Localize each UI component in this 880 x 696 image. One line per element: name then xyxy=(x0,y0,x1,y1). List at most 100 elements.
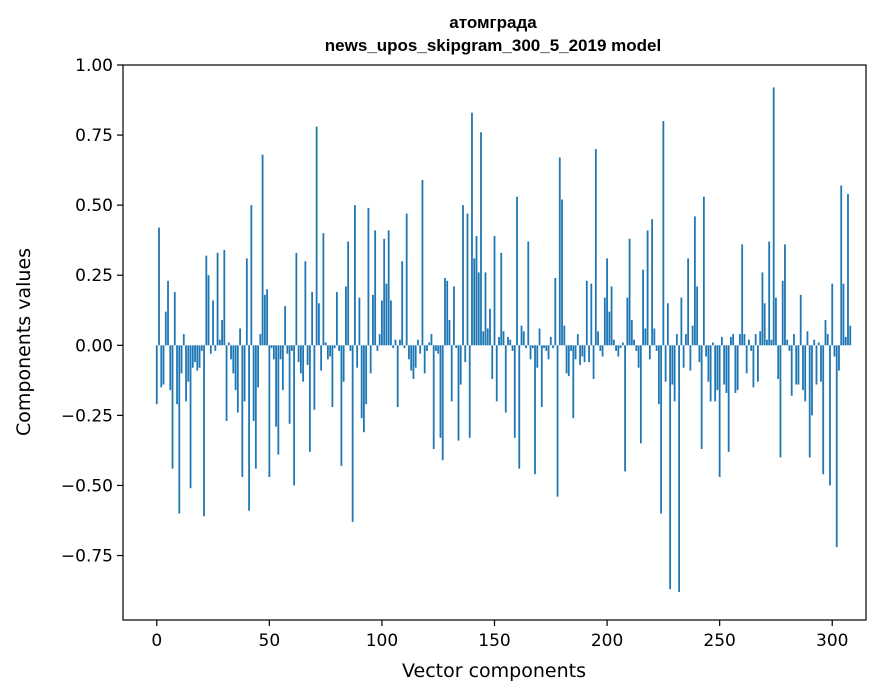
bar-47 xyxy=(261,154,264,346)
bar-172 xyxy=(543,345,545,349)
bar-162 xyxy=(520,325,523,346)
bar-18 xyxy=(196,345,199,371)
y-tick-label: 0.00 xyxy=(75,336,113,356)
bar-242 xyxy=(700,345,703,450)
bar-103 xyxy=(387,230,390,346)
bar-6 xyxy=(169,345,172,391)
bar-167 xyxy=(531,345,534,349)
bar-14 xyxy=(187,345,190,382)
bar-206 xyxy=(619,345,622,349)
bar-271 xyxy=(766,339,768,346)
y-tick-label: 0.25 xyxy=(75,266,113,286)
bar-112 xyxy=(408,345,410,360)
bar-86 xyxy=(349,345,352,351)
bar-74 xyxy=(322,233,325,346)
y-axis-label: Components values xyxy=(13,248,35,436)
bar-287 xyxy=(802,345,804,391)
bar-139 xyxy=(468,345,471,438)
bar-215 xyxy=(639,345,642,444)
bar-293 xyxy=(815,345,818,385)
bar-79 xyxy=(333,345,336,349)
bar-246 xyxy=(709,345,712,402)
bar-180 xyxy=(561,199,563,346)
bar-225 xyxy=(662,121,665,346)
bar-57 xyxy=(284,306,287,346)
bar-258 xyxy=(736,345,739,391)
bar-292 xyxy=(813,339,816,346)
bar-259 xyxy=(739,334,741,346)
bar-68 xyxy=(308,345,311,452)
bar-188 xyxy=(579,345,581,365)
bar-240 xyxy=(696,286,699,346)
bar-142 xyxy=(475,235,478,346)
bar-243 xyxy=(702,196,705,346)
bar-277 xyxy=(779,345,782,458)
bar-166 xyxy=(529,345,532,360)
bar-2 xyxy=(160,345,163,388)
bar-92 xyxy=(363,345,365,433)
bar-50 xyxy=(268,345,271,478)
bar-170 xyxy=(538,328,541,346)
bar-150 xyxy=(493,235,496,346)
bar-223 xyxy=(657,345,660,405)
bar-90 xyxy=(358,297,361,346)
bar-106 xyxy=(394,339,397,346)
bar-184 xyxy=(570,345,572,351)
bar-207 xyxy=(621,342,624,346)
bar-200 xyxy=(606,258,608,346)
bar-35 xyxy=(234,345,237,391)
bar-127 xyxy=(441,345,444,461)
x-ticks-group: 0 50 100 150 200 250 300 xyxy=(151,620,848,651)
bar-95 xyxy=(369,345,372,374)
bar-143 xyxy=(477,272,480,346)
bar-203 xyxy=(612,339,615,346)
bar-29 xyxy=(221,320,223,346)
bar-211 xyxy=(630,320,633,346)
bar-253 xyxy=(725,345,728,393)
bar-133 xyxy=(455,345,458,349)
bar-83 xyxy=(342,345,345,382)
bar-148 xyxy=(489,308,491,346)
bar-101 xyxy=(383,238,386,346)
bar-19 xyxy=(198,345,201,368)
bar-260 xyxy=(741,244,744,346)
bar-113 xyxy=(410,345,413,371)
bar-264 xyxy=(750,345,753,351)
bar-235 xyxy=(684,334,687,346)
bar-41 xyxy=(248,345,250,511)
bar-51 xyxy=(270,345,273,349)
bar-185 xyxy=(572,345,575,419)
bar-157 xyxy=(509,339,512,346)
bar-67 xyxy=(306,345,309,365)
bar-182 xyxy=(565,345,568,374)
bar-247 xyxy=(712,342,714,346)
bar-159 xyxy=(513,345,516,438)
bar-279 xyxy=(784,244,786,346)
y-tick-label: 1.00 xyxy=(75,56,113,76)
y-tick-label: 0.50 xyxy=(75,196,113,216)
bar-44 xyxy=(254,345,257,469)
bar-263 xyxy=(748,339,750,346)
bar-248 xyxy=(714,345,717,402)
bar-274 xyxy=(772,87,775,346)
bar-69 xyxy=(311,292,314,346)
bar-216 xyxy=(642,269,644,346)
bar-146 xyxy=(484,272,487,346)
y-tick-label: −0.75 xyxy=(61,547,113,567)
bar-73 xyxy=(320,345,323,371)
bar-268 xyxy=(759,331,762,346)
bar-298 xyxy=(826,334,829,346)
bar-131 xyxy=(450,345,453,402)
bar-288 xyxy=(804,345,807,402)
bar-34 xyxy=(232,345,235,374)
bar-256 xyxy=(732,334,735,346)
bar-237 xyxy=(689,345,692,371)
bar-282 xyxy=(790,345,793,396)
bar-187 xyxy=(576,334,579,346)
bar-137 xyxy=(464,345,467,363)
y-tick-label: 0.75 xyxy=(75,126,113,146)
bar-156 xyxy=(507,336,509,346)
bar-299 xyxy=(829,345,831,486)
bar-25 xyxy=(212,300,214,346)
bar-289 xyxy=(806,331,809,346)
